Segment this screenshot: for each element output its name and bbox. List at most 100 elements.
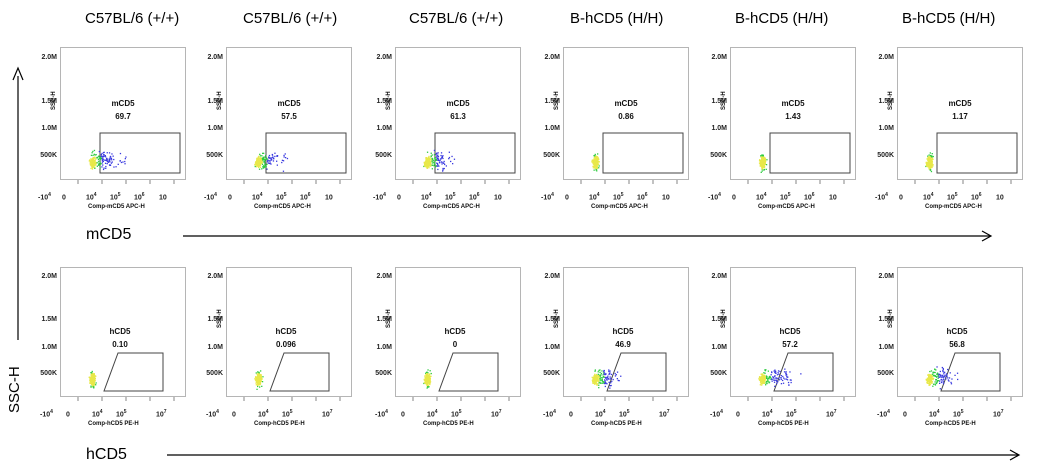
plot-panel — [897, 47, 1023, 180]
x-tick-label: 106 — [300, 192, 311, 201]
gate-rect — [434, 132, 516, 174]
y-tick-label: 1.5M — [544, 97, 560, 105]
x-tick-label: 0 — [62, 192, 66, 201]
x-tick-exponent: 5 — [787, 192, 791, 198]
x-axis-title: Comp-mCD5 APC-H — [925, 204, 982, 210]
y-tick-label: 2.0M — [207, 53, 223, 61]
x-tick-exponent: 5 — [620, 192, 624, 198]
gate-percentage: 1.17 — [952, 112, 968, 121]
y-tick-label: 500K — [206, 369, 223, 377]
x-tick-exponent: 4 — [763, 192, 767, 198]
x-tick-base: 10 — [953, 411, 961, 419]
x-tick-base: 10 — [110, 194, 118, 202]
scatter-plot — [914, 132, 1018, 184]
x-tick-label: -104 — [710, 409, 723, 418]
y-tick-label: 1.5M — [376, 97, 392, 105]
x-tick-exponent: 4 — [214, 192, 217, 198]
x-tick-base: 0 — [232, 411, 236, 419]
x-tick-exponent: 7 — [329, 409, 333, 415]
x-tick-exponent: 4 — [428, 192, 432, 198]
x-tick-exponent: 5 — [123, 409, 127, 415]
x-axis-title: Comp-mCD5 APC-H — [423, 204, 480, 210]
y-tick-label: 1.0M — [376, 343, 392, 351]
x-tick-label: 10 — [996, 192, 1004, 201]
x-tick-label: 0 — [899, 192, 903, 201]
x-tick-label: -104 — [543, 409, 556, 418]
x-tick-base: 10 — [427, 411, 435, 419]
x-tick-base: 10 — [322, 411, 330, 419]
x-tick-exponent: 7 — [498, 409, 502, 415]
x-axis-title: Comp-hCD5 PE-H — [925, 421, 976, 427]
x-tick-base: 10 — [756, 194, 764, 202]
x-tick-exponent: 4 — [885, 192, 888, 198]
scatter-plot — [243, 352, 341, 401]
y-tick-label: 1.5M — [41, 97, 57, 105]
gate-name: hCD5 — [946, 327, 968, 336]
x-tick-base: 0 — [228, 194, 232, 202]
x-tick-exponent: 7 — [666, 409, 670, 415]
x-tick-base: -10 — [543, 411, 554, 419]
x-tick-base: 0 — [903, 411, 907, 419]
x-tick-label: 0 — [401, 409, 405, 418]
plot-panel — [897, 267, 1023, 397]
y-tick-label: 500K — [40, 152, 57, 160]
x-tick-label: -104 — [541, 192, 554, 201]
x-tick-exponent: 4 — [385, 409, 388, 415]
x-tick-base: 10 — [947, 194, 955, 202]
plot-panel — [60, 267, 186, 397]
gate-polygon — [103, 352, 164, 392]
scatter-plot — [580, 132, 684, 184]
x-tick-base: 10 — [762, 411, 770, 419]
x-tick-base: 10 — [325, 194, 333, 202]
gate-percentage: 0.86 — [618, 112, 634, 121]
scatter-plot — [243, 132, 347, 184]
x-arrow-head-top — [981, 230, 993, 242]
gate-name: hCD5 — [109, 327, 131, 336]
x-tick-label: 106 — [134, 192, 145, 201]
x-tick-exponent: 4 — [259, 192, 263, 198]
x-tick-base: -10 — [375, 411, 386, 419]
y-tick-label: 1.5M — [376, 316, 392, 324]
x-tick-base: 10 — [804, 194, 812, 202]
x-tick-base: 10 — [276, 194, 284, 202]
x-tick-base: 10 — [662, 194, 670, 202]
y-tick-label: 500K — [877, 152, 894, 160]
x-tick-label: 104 — [595, 409, 606, 418]
x-tick-exponent: 5 — [117, 192, 121, 198]
x-tick-exponent: 5 — [626, 409, 630, 415]
x-tick-exponent: 4 — [930, 192, 934, 198]
x-tick-label: 107 — [826, 409, 837, 418]
gate-name: hCD5 — [275, 327, 297, 336]
x-tick-label: 105 — [282, 409, 293, 418]
x-tick-exponent: 4 — [553, 409, 556, 415]
x-tick-exponent: 4 — [596, 192, 600, 198]
y-tick-label: 500K — [40, 369, 57, 377]
x-tick-exponent: 4 — [887, 409, 890, 415]
x-tick-base: 10 — [445, 194, 453, 202]
x-tick-label: 105 — [613, 192, 624, 201]
x-tick-base: -10 — [710, 411, 721, 419]
x-axis-title: Comp-hCD5 PE-H — [591, 421, 642, 427]
x-tick-exponent: 5 — [458, 409, 462, 415]
y-axis-title: SSC-H — [386, 309, 392, 329]
gate-percentage: 57.2 — [782, 340, 798, 349]
x-axis-title: Comp-hCD5 PE-H — [758, 421, 809, 427]
y-tick-label: 1.0M — [711, 343, 727, 351]
x-tick-label: -104 — [38, 192, 51, 201]
x-tick-base: 10 — [996, 194, 1004, 202]
gate-percentage: 69.7 — [115, 112, 131, 121]
y-axis-title: SSC-H — [554, 90, 560, 110]
x-tick-base: -10 — [877, 411, 888, 419]
y-axis-title: SSC-H — [888, 309, 894, 329]
column-title: C57BL/6 (+/+) — [409, 10, 504, 27]
x-tick-label: 105 — [110, 192, 121, 201]
x-axis-title: Comp-mCD5 APC-H — [591, 204, 648, 210]
gate-name: hCD5 — [779, 327, 801, 336]
x-tick-exponent: 7 — [163, 409, 167, 415]
y-tick-label: 1.0M — [207, 343, 223, 351]
gate-polygon — [773, 352, 834, 392]
x-tick-exponent: 4 — [48, 192, 51, 198]
x-tick-label: 104 — [258, 409, 269, 418]
x-tick-label: 104 — [923, 192, 934, 201]
y-tick-label: 1.0M — [544, 125, 560, 133]
